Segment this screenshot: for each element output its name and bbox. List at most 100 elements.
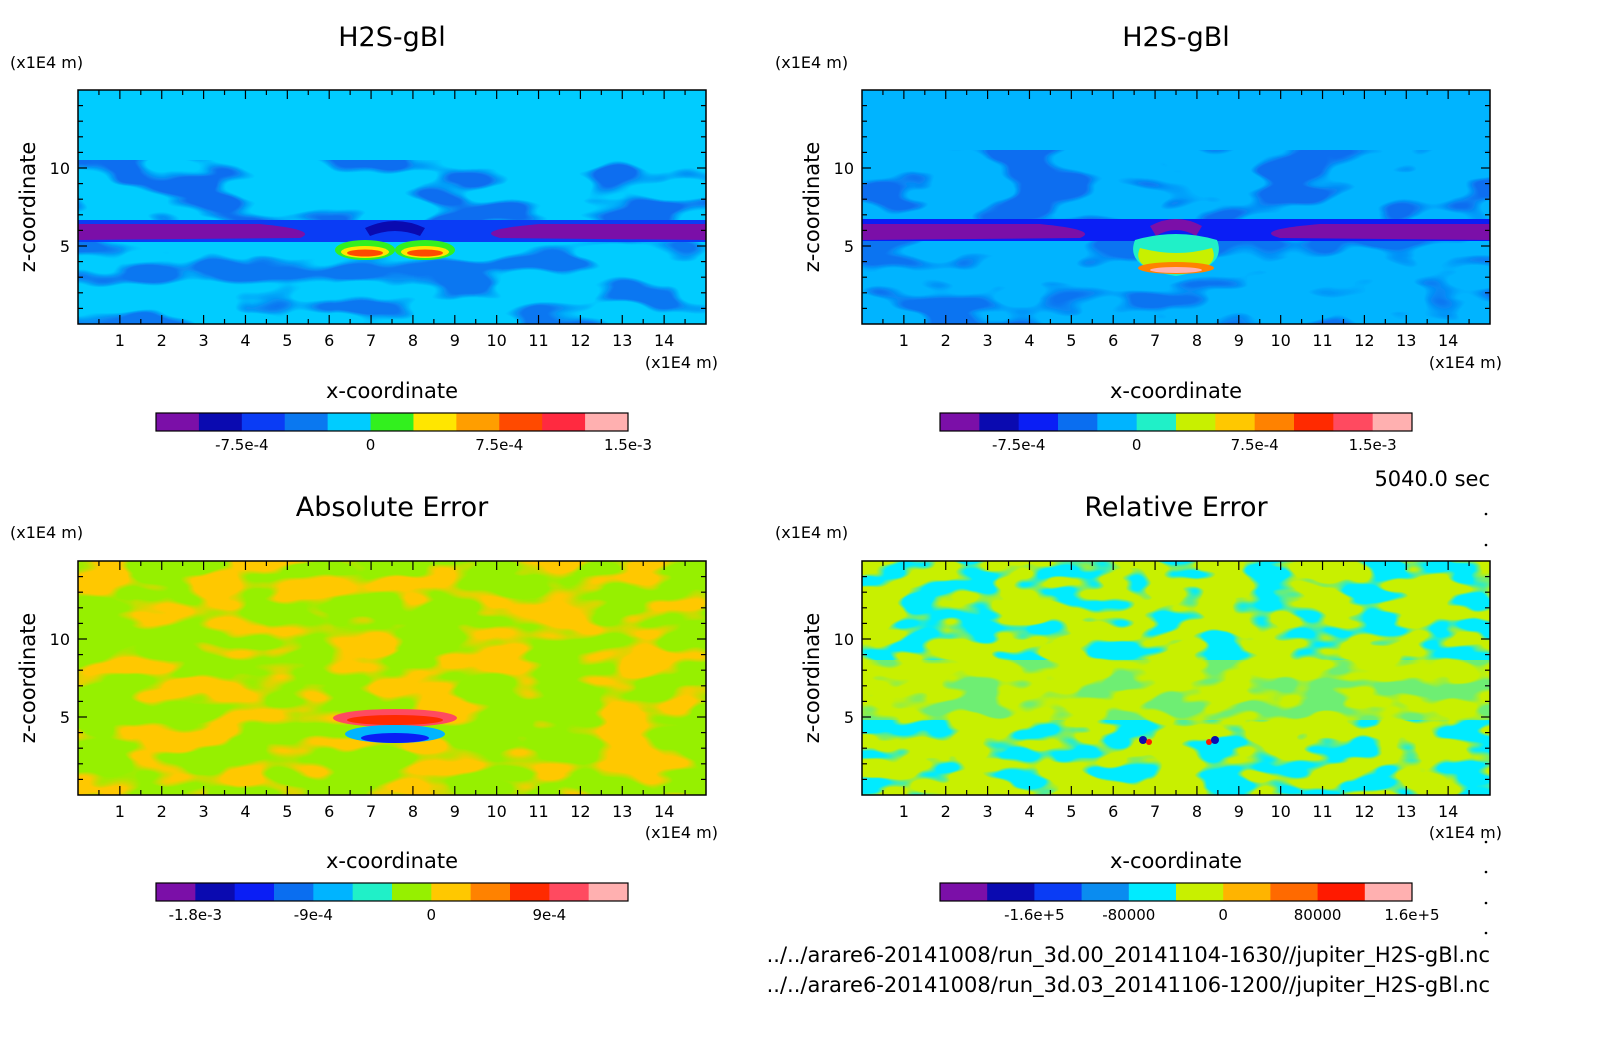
chart-title-3: Relative Error	[1084, 492, 1268, 523]
x-tick-label: 3	[199, 802, 209, 821]
colorbar-swatch	[470, 883, 511, 901]
colorbar-swatch	[284, 413, 329, 431]
colorbar-tick-label: 80000	[1294, 906, 1342, 924]
x-tick-label: 14	[1438, 802, 1458, 821]
colorbar-swatch	[431, 883, 472, 901]
chart-title-2: Absolute Error	[296, 492, 489, 523]
x-tick-label: 7	[1150, 802, 1160, 821]
x-tick-label: 2	[941, 331, 951, 350]
x-unit-2: (x1E4 m)	[645, 823, 718, 842]
x-tick-label: 11	[528, 331, 548, 350]
x-tick-label: 9	[1234, 331, 1244, 350]
colorbar-swatch	[987, 883, 1035, 901]
x-tick-label: 4	[1024, 331, 1034, 350]
x-tick-label: 2	[157, 802, 167, 821]
heatmap-field-0	[78, 90, 706, 324]
colorbar-swatch	[940, 883, 988, 901]
colorbar-tick-label: 7.5e-4	[1231, 436, 1279, 454]
x-tick-label: 5	[282, 802, 292, 821]
x-tick-label: 1	[899, 331, 909, 350]
y-unit-1: (x1E4 m)	[775, 53, 848, 72]
colorbar-tick-label: -1.8e-3	[169, 906, 222, 924]
colorbar-frame	[939, 882, 1413, 902]
colorbar-swatch	[1223, 883, 1271, 901]
x-tick-label: 12	[570, 802, 590, 821]
x-axis-label-0: x-coordinate	[326, 379, 458, 403]
colorbar-swatch	[1215, 413, 1256, 431]
colorbar-swatch	[1097, 413, 1138, 431]
x-tick-label: 9	[450, 331, 460, 350]
colorbar-swatch	[585, 413, 629, 431]
x-axis-label-1: x-coordinate	[1110, 379, 1242, 403]
x-tick-label: 1	[115, 331, 125, 350]
colorbar-swatch	[1254, 413, 1295, 431]
colorbar-swatch	[549, 883, 590, 901]
y-tick-label: 5	[60, 708, 70, 727]
colorbar-tick-label: -7.5e-4	[215, 436, 268, 454]
colorbar-tick-label: -9e-4	[294, 906, 333, 924]
y-tick-label: 10	[834, 159, 854, 178]
heatmap-field-1	[862, 90, 1490, 324]
colorbar-swatch	[499, 413, 543, 431]
x-tick-label: 7	[366, 331, 376, 350]
x-tick-label: 3	[983, 802, 993, 821]
x-tick-label: 2	[941, 802, 951, 821]
x-tick-label: 11	[528, 802, 548, 821]
x-tick-label: 9	[1234, 802, 1244, 821]
x-tick-label: 14	[1438, 331, 1458, 350]
x-tick-label: 11	[1312, 802, 1332, 821]
colorbar-swatch	[456, 413, 500, 431]
colorbar-tick-label: 1.5e-3	[604, 436, 652, 454]
x-tick-label: 4	[240, 331, 250, 350]
y-unit-3: (x1E4 m)	[775, 523, 848, 542]
x-unit-3: (x1E4 m)	[1429, 823, 1502, 842]
y-tick-label: 10	[834, 630, 854, 649]
colorbar-tick-label: 1.6e+5	[1384, 906, 1439, 924]
x-tick-label: 6	[1108, 331, 1118, 350]
y-unit-0: (x1E4 m)	[10, 53, 83, 72]
colorbar-swatch	[1176, 883, 1224, 901]
x-tick-label: 8	[1192, 331, 1202, 350]
colorbar-swatch	[195, 883, 236, 901]
x-tick-label: 13	[1396, 331, 1416, 350]
x-axis-label-3: x-coordinate	[1110, 849, 1242, 873]
colorbar-swatch	[413, 413, 457, 431]
colorbar-tick-label: -1.6e+5	[1004, 906, 1065, 924]
colorbar-tick-label: 7.5e-4	[475, 436, 523, 454]
colorbar-swatch	[392, 883, 432, 901]
colorbar-swatch	[1081, 883, 1130, 901]
colorbar-frame	[939, 412, 1413, 432]
y-axis-label-2: z-coordinate	[16, 613, 40, 744]
x-tick-label: 7	[1150, 331, 1160, 350]
colorbar-swatch	[198, 413, 243, 431]
x-tick-label: 8	[408, 331, 418, 350]
colorbar-swatch	[352, 883, 393, 901]
colorbar-swatch	[1317, 883, 1366, 901]
x-tick-label: 10	[486, 802, 506, 821]
heatmap-field-2	[78, 561, 706, 795]
colorbar-tick-label: -7.5e-4	[992, 436, 1045, 454]
time-label: 5040.0 sec	[1374, 467, 1490, 491]
y-unit-2: (x1E4 m)	[10, 523, 83, 542]
colorbar-swatch	[370, 413, 414, 431]
x-tick-label: 1	[899, 802, 909, 821]
heatmap-field-3	[862, 561, 1490, 795]
colorbar-frame	[155, 882, 629, 902]
x-tick-label: 6	[1108, 802, 1118, 821]
colorbar-swatch	[327, 413, 372, 431]
y-tick-label: 5	[60, 237, 70, 256]
x-tick-label: 3	[983, 331, 993, 350]
colorbar-tick-label: -80000	[1102, 906, 1155, 924]
colorbar-swatch	[313, 883, 354, 901]
file-path-1: ../../arare6-20141008/run_3d.00_20141104…	[767, 943, 1490, 968]
x-tick-label: 13	[1396, 802, 1416, 821]
colorbar-layer: -7.5e-4 0 7.5e-4 1.5e-3 -7.5e-4 0 7.5e-4 1.5e-3…	[155, 412, 1440, 924]
x-tick-label: 5	[282, 331, 292, 350]
x-tick-label: 14	[654, 331, 674, 350]
colorbar-tick-label: 9e-4	[532, 906, 566, 924]
x-tick-label: 12	[1354, 331, 1374, 350]
x-tick-label: 1	[115, 802, 125, 821]
colorbar-swatch	[1034, 883, 1083, 901]
x-tick-label: 6	[324, 802, 334, 821]
